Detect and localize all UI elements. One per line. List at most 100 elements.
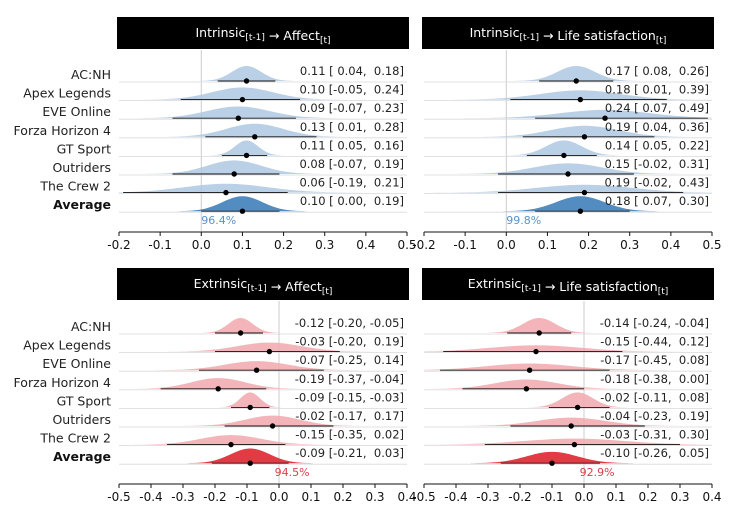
density-ridge	[433, 184, 712, 193]
title-part: →	[267, 279, 285, 294]
title-part: Life satisfaction	[557, 28, 655, 43]
row-the-crew-2: -0.15 [-0.35, 0.02] The Crew 2	[39, 428, 407, 448]
estimate-label: -0.03 [-0.31, 0.30]	[600, 428, 709, 442]
row-apex-legends: -0.03 [-0.20, 0.19] Apex Legends	[23, 335, 407, 355]
point-estimate	[565, 171, 571, 177]
row-ac-nh: 0.17 [ 0.08, 0.26]	[424, 64, 712, 84]
estimate-label: 0.18 [ 0.01, 0.39]	[605, 83, 709, 97]
panel-title: Extrinsic[t-1] → Life satisfaction[t]	[468, 276, 669, 297]
density-ridge	[183, 415, 362, 426]
x-tick-label: 0.1	[606, 490, 625, 504]
point-estimate	[577, 96, 584, 103]
density-ridge	[187, 448, 313, 464]
point-estimate	[243, 152, 250, 159]
title-subscript: [t]	[320, 36, 331, 46]
row-label: AC:NH	[71, 67, 111, 82]
row-label: The Crew 2	[39, 179, 111, 194]
panel-4: Extrinsic[t-1] → Life satisfaction[t] -0.…	[412, 268, 722, 504]
estimate-label: -0.02 [-0.17, 0.17]	[295, 409, 404, 423]
title-part: Intrinsic	[470, 25, 520, 40]
density-ridge	[424, 438, 712, 445]
row-outriders: 0.15 [-0.02, 0.31]	[424, 157, 712, 177]
estimate-label: 0.17 [ 0.08, 0.26]	[605, 64, 709, 78]
row-label: EVE Online	[42, 356, 111, 371]
x-tick-label: -0.4	[139, 490, 162, 504]
panel-title: Intrinsic[t-1] → Life satisfaction[t]	[470, 25, 667, 46]
density-ridge	[199, 66, 294, 81]
point-estimate	[561, 152, 567, 159]
estimate-label: 0.09 [-0.07, 0.23]	[299, 101, 404, 115]
row-the-crew-2: 0.06 [-0.19, 0.21] The Crew 2	[39, 176, 407, 196]
row-label: Apex Legends	[23, 86, 111, 101]
density-ridge	[146, 160, 322, 174]
point-estimate	[602, 115, 608, 121]
x-tick-label: 0.0	[192, 238, 211, 252]
density-ridge	[209, 140, 284, 156]
title-part: →	[265, 28, 283, 43]
row-average: 0.18 [ 0.07, 0.30]	[424, 194, 712, 214]
row-ac-nh: -0.14 [-0.24, -0.04]	[424, 316, 712, 336]
x-tick-label: -0.1	[453, 238, 476, 252]
density-ridge	[461, 417, 681, 426]
x-tick-label: 0.3	[315, 238, 334, 252]
probability-label: 99.8%	[506, 214, 541, 227]
point-estimate	[247, 404, 253, 411]
point-estimate	[235, 115, 242, 121]
estimate-label: -0.12 [-0.20, -0.05]	[295, 316, 404, 330]
title-subscript: [t-1]	[521, 284, 541, 294]
title-subscript: [t]	[656, 36, 667, 46]
row-forza-horizon-4: -0.19 [-0.37, -0.04] Forza Horizon 4	[14, 372, 407, 392]
x-tick-label: 0.1	[538, 238, 557, 252]
estimate-label: 0.24 [ 0.07, 0.49]	[605, 101, 709, 115]
row-label: GT Sport	[57, 393, 112, 408]
density-ridge	[119, 183, 361, 193]
density-ridge	[515, 66, 637, 81]
x-tick-label: 0.1	[301, 490, 320, 504]
x-tick-label: -0.1	[148, 238, 171, 252]
density-ridge	[154, 361, 359, 371]
estimate-label: -0.03 [-0.20, 0.19]	[295, 335, 404, 349]
point-estimate	[253, 367, 260, 373]
point-estimate	[581, 134, 588, 140]
estimate-label: -0.15 [-0.35, 0.02]	[295, 428, 404, 442]
row-apex-legends: -0.15 [-0.44, 0.12]	[424, 335, 712, 355]
row-outriders: -0.02 [-0.17, 0.17] Outriders	[52, 409, 407, 429]
x-tick-label: 0.4	[356, 238, 375, 252]
x-tick-label: -0.3	[476, 490, 499, 504]
x-tick-label: 0.4	[702, 490, 721, 504]
density-ridge	[506, 140, 621, 156]
density-ridge	[132, 378, 305, 389]
panel-title: Extrinsic[t-1] → Affect[t]	[194, 276, 333, 297]
row-label: Forza Horizon 4	[14, 375, 111, 390]
row-label: EVE Online	[42, 104, 111, 119]
x-tick-label: 0.3	[670, 490, 689, 504]
x-tick-label: -0.5	[107, 490, 130, 504]
point-estimate	[536, 330, 542, 336]
row-ac-nh: -0.12 [-0.20, -0.05] AC:NH	[71, 316, 407, 336]
panel-3: Extrinsic[t-1] → Affect[t] -0.12 [-0.20, …	[14, 268, 417, 504]
row-label: Forza Horizon 4	[14, 123, 111, 138]
estimate-label: 0.19 [-0.02, 0.43]	[604, 176, 709, 190]
point-estimate	[568, 423, 574, 429]
point-estimate	[239, 96, 246, 103]
panel-header	[117, 17, 409, 49]
density-ridge	[476, 125, 692, 137]
row-label: Apex Legends	[23, 338, 111, 353]
estimate-label: 0.19 [ 0.04, 0.36]	[605, 120, 709, 134]
density-ridge	[167, 342, 372, 352]
estimate-label: -0.14 [-0.24, -0.04]	[600, 316, 709, 330]
row-eve-online: -0.17 [-0.45, 0.08]	[424, 353, 712, 373]
density-ridge	[178, 196, 307, 212]
x-tick-label: 0.1	[233, 238, 252, 252]
row-the-crew-2: -0.03 [-0.31, 0.30]	[424, 428, 712, 448]
x-tick-label: 0.2	[333, 490, 352, 504]
density-ridge	[145, 87, 340, 100]
row-label: Average	[53, 449, 111, 464]
x-tick-label: 0.0	[574, 490, 593, 504]
density-ridge	[471, 451, 633, 464]
density-ridge	[486, 318, 592, 333]
estimate-label: -0.19 [-0.37, -0.04]	[295, 372, 404, 386]
row-label: GT Sport	[57, 141, 112, 156]
x-tick-label: -0.4	[444, 490, 467, 504]
